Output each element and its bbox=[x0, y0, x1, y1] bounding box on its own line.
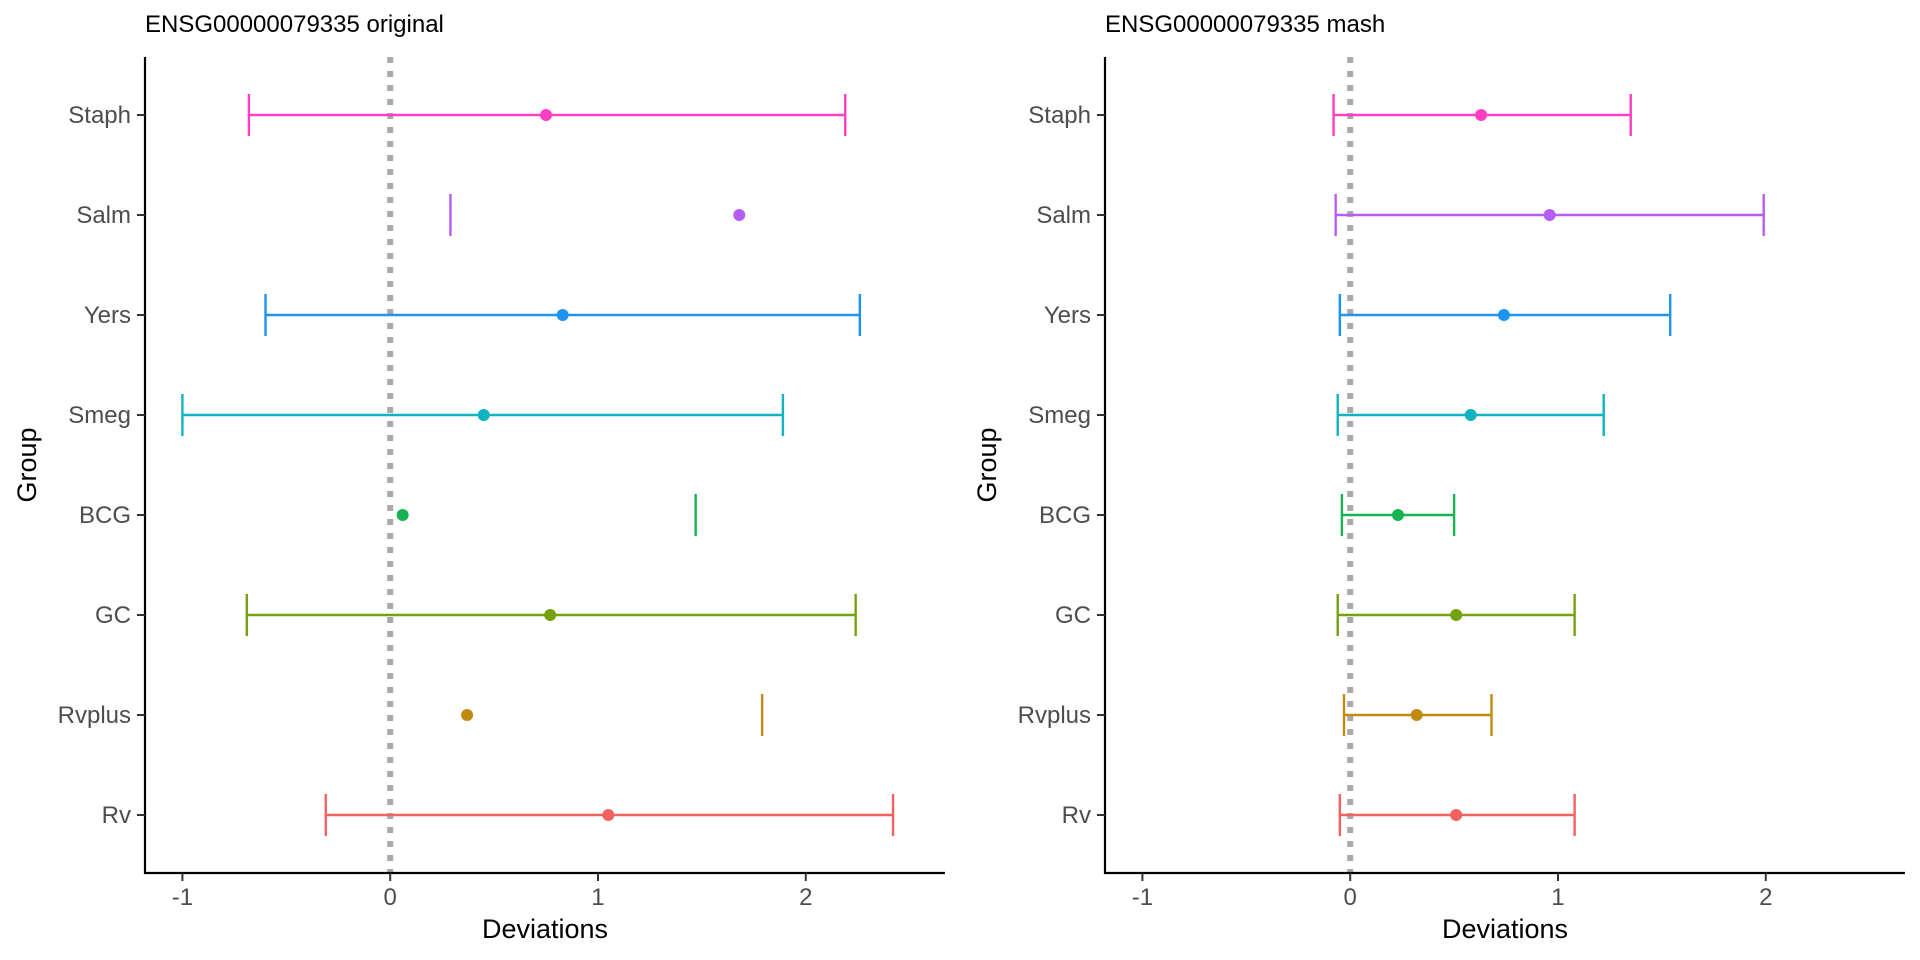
estimate-point bbox=[1450, 609, 1463, 621]
x-tick-label: 2 bbox=[1759, 884, 1772, 911]
group-row-gc: GC bbox=[95, 594, 857, 636]
y-axis-title: Group bbox=[12, 427, 42, 502]
y-tick-label: Staph bbox=[68, 102, 131, 129]
x-axis-title: Deviations bbox=[482, 914, 608, 944]
x-tick-label: 0 bbox=[1344, 884, 1357, 911]
y-tick-label: Rv bbox=[1062, 802, 1091, 829]
group-row-gc: GC bbox=[1055, 594, 1576, 636]
x-tick-label: 0 bbox=[384, 884, 397, 911]
y-tick-label: BCG bbox=[79, 502, 131, 529]
estimate-point bbox=[1391, 509, 1404, 521]
estimate-point bbox=[733, 209, 746, 221]
x-tick-label: 1 bbox=[591, 884, 604, 911]
y-tick-label: Smeg bbox=[68, 402, 131, 429]
estimate-point bbox=[461, 709, 474, 721]
panel-title: ENSG00000079335 mash bbox=[1105, 11, 1385, 38]
y-tick-label: Salm bbox=[76, 202, 131, 229]
group-row-salm: Salm bbox=[1036, 194, 1765, 236]
estimate-point bbox=[1475, 109, 1488, 121]
estimate-point bbox=[1543, 209, 1556, 221]
group-row-smeg: Smeg bbox=[1028, 394, 1605, 436]
group-row-yers: Yers bbox=[1044, 294, 1672, 336]
panel-2: ENSG00000079335 mash -1 0 1 2 Deviations Group… bbox=[972, 11, 1905, 944]
estimate-point bbox=[477, 409, 490, 421]
y-tick-label: Rvplus bbox=[1018, 702, 1091, 729]
estimate-point bbox=[540, 109, 553, 121]
x-tick-label: 2 bbox=[799, 884, 812, 911]
group-row-rvplus: Rvplus bbox=[58, 694, 764, 736]
estimate-point bbox=[1450, 809, 1463, 821]
estimate-point bbox=[1497, 309, 1510, 321]
y-tick-label: Yers bbox=[84, 302, 131, 329]
group-row-yers: Yers bbox=[84, 294, 862, 336]
y-tick-label: GC bbox=[95, 602, 131, 629]
x-axis-title: Deviations bbox=[1442, 914, 1568, 944]
y-tick-label: Yers bbox=[1044, 302, 1091, 329]
group-row-salm: Salm bbox=[76, 194, 746, 236]
group-row-bcg: BCG bbox=[1039, 494, 1456, 536]
y-axis-title: Group bbox=[972, 427, 1002, 502]
estimate-point bbox=[1410, 709, 1423, 721]
panel-title: ENSG00000079335 original bbox=[145, 11, 444, 38]
x-tick-label: 1 bbox=[1551, 884, 1564, 911]
group-row-staph: Staph bbox=[68, 94, 847, 136]
estimate-point bbox=[396, 509, 409, 521]
y-tick-label: Staph bbox=[1028, 102, 1091, 129]
y-tick-label: BCG bbox=[1039, 502, 1091, 529]
group-row-staph: Staph bbox=[1028, 94, 1632, 136]
y-tick-label: GC bbox=[1055, 602, 1091, 629]
y-tick-label: Salm bbox=[1036, 202, 1091, 229]
group-row-rv: Rv bbox=[102, 794, 895, 836]
group-row-bcg: BCG bbox=[79, 494, 697, 536]
y-tick-label: Rv bbox=[102, 802, 131, 829]
estimate-point bbox=[1464, 409, 1477, 421]
estimate-point bbox=[556, 309, 569, 321]
x-tick-label: -1 bbox=[1132, 884, 1153, 911]
group-row-rvplus: Rvplus bbox=[1018, 694, 1493, 736]
y-tick-label: Rvplus bbox=[58, 702, 131, 729]
x-tick-label: -1 bbox=[172, 884, 193, 911]
estimate-point bbox=[602, 809, 615, 821]
y-tick-label: Smeg bbox=[1028, 402, 1091, 429]
panel-1: ENSG00000079335 original -1 0 1 2 Deviations G… bbox=[12, 11, 945, 944]
group-row-smeg: Smeg bbox=[68, 394, 785, 436]
estimate-point bbox=[544, 609, 557, 621]
group-row-rv: Rv bbox=[1062, 794, 1576, 836]
